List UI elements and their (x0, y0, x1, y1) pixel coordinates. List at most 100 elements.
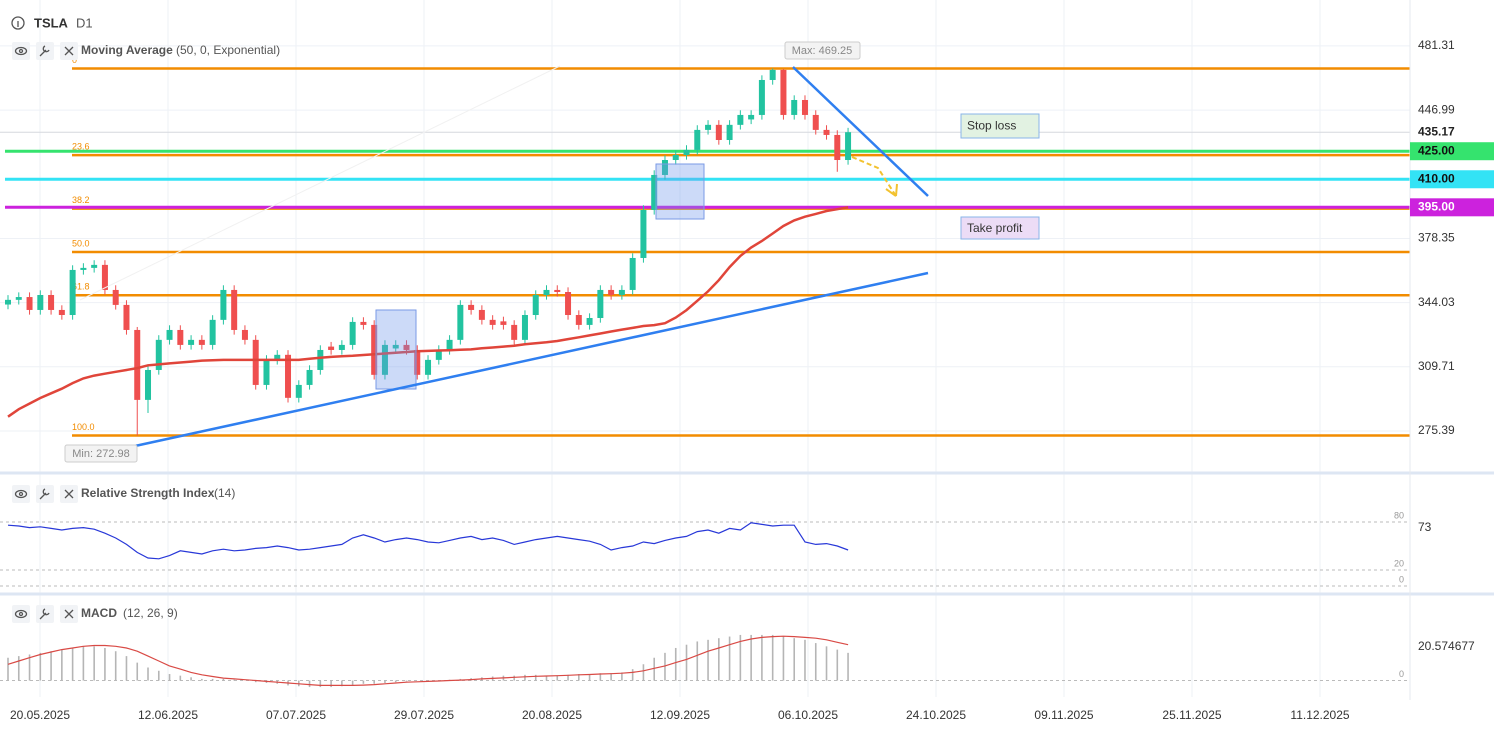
level-label: 425.00 (1418, 143, 1455, 157)
candle-body (425, 359, 432, 375)
candle-body (101, 264, 108, 290)
icon-button[interactable] (12, 605, 30, 623)
candle-body (188, 339, 195, 345)
candle-body (392, 344, 399, 349)
candle-body (285, 354, 292, 398)
highlight-box (375, 309, 417, 390)
ema-line (7, 206, 849, 418)
candle-body (511, 324, 518, 340)
x-tick-label: 12.09.2025 (650, 708, 710, 722)
y-tick-label: 0 (1399, 574, 1404, 584)
indicator-params: (12, 26, 9) (123, 606, 178, 620)
wrench-icon (39, 488, 50, 500)
candle-body (565, 292, 572, 316)
wrench-icon (39, 608, 50, 620)
candle-body (198, 339, 205, 345)
candle-body (295, 384, 302, 398)
candle-body (597, 289, 604, 318)
candle-body (446, 339, 453, 350)
candle-body (586, 317, 593, 325)
fib-label: 100.0 (72, 422, 95, 432)
y-tick-label: 378.35 (1418, 231, 1455, 245)
x-tick-label: 20.05.2025 (10, 708, 70, 722)
eye-icon (14, 46, 28, 56)
candle-body (683, 149, 690, 155)
indicator-title: Moving Average (81, 43, 173, 57)
candle-body (48, 294, 55, 310)
icon-button[interactable] (12, 485, 30, 503)
candle-body (672, 154, 679, 161)
level-badge (1410, 170, 1494, 189)
x-tick-label: 20.08.2025 (522, 708, 582, 722)
candle-body (328, 346, 335, 350)
timeframe: D1 (76, 15, 93, 30)
candle-body (457, 304, 464, 340)
candle-body (123, 304, 130, 330)
candle-body (209, 319, 216, 345)
current-value: 20.574677 (1418, 639, 1475, 653)
fib-label: 50.0 (72, 238, 90, 248)
candle-body (403, 344, 410, 350)
candle-body (694, 129, 701, 150)
candle-body (543, 289, 550, 295)
fib-label: 61.8 (72, 282, 90, 292)
arrow-head (885, 183, 898, 197)
min-box (64, 444, 138, 463)
candle-body (166, 329, 173, 340)
candle-body (845, 132, 852, 161)
candle-body (521, 315, 528, 340)
icon-button[interactable] (12, 42, 30, 60)
level-badge (1410, 142, 1494, 161)
indicator-params: (50, 0, Exponential) (176, 43, 280, 57)
candle-body (414, 349, 421, 375)
candle-body (468, 304, 475, 310)
candle-body (737, 114, 744, 125)
candle-body (220, 289, 227, 320)
highlight-box (655, 163, 705, 220)
eye-pupil (18, 491, 24, 497)
trendline-resistance (792, 66, 929, 197)
wrench-icon (39, 45, 50, 57)
candle-body (629, 257, 636, 290)
x-tick-label: 12.06.2025 (138, 708, 198, 722)
candle-body (478, 309, 485, 320)
eye-pupil (18, 611, 24, 617)
candle-body (532, 294, 539, 316)
candle-body (769, 69, 776, 80)
fib-label: 23.6 (72, 141, 90, 151)
level-badge (1410, 198, 1494, 217)
candle-body (80, 267, 87, 270)
candle-body (618, 289, 625, 295)
take-profit-box (960, 216, 1040, 240)
y-tick-label: 80 (1394, 510, 1404, 520)
faint-line (79, 65, 561, 301)
info-icon[interactable] (11, 16, 25, 30)
close-icon (64, 489, 74, 499)
y-tick-label: 275.39 (1418, 423, 1455, 437)
candle-body (360, 321, 367, 325)
candle-body (748, 114, 755, 120)
indicator-title: Relative Strength Index (81, 486, 215, 500)
x-tick-label: 29.07.2025 (394, 708, 454, 722)
candle-body (69, 269, 76, 316)
candle-body (306, 369, 313, 385)
candle-body (252, 339, 259, 385)
stop-loss-box (960, 113, 1040, 139)
candle-body (155, 339, 162, 370)
candle-body (145, 369, 152, 400)
y-tick-label: 0 (1399, 669, 1404, 679)
candle-body (812, 114, 819, 130)
eye-pupil (18, 48, 24, 54)
y-tick-label: 344.03 (1418, 295, 1455, 309)
signal-line (7, 635, 849, 686)
level-label: 410.00 (1418, 171, 1455, 185)
indicator-params: (14) (214, 486, 235, 500)
candle-body (834, 134, 841, 161)
last-price-label: 435.17 (1418, 124, 1455, 138)
candle-body (726, 124, 733, 140)
candle-body (554, 289, 561, 293)
candle-body (489, 319, 496, 325)
candle-body (112, 289, 119, 305)
candle-body (801, 99, 808, 115)
